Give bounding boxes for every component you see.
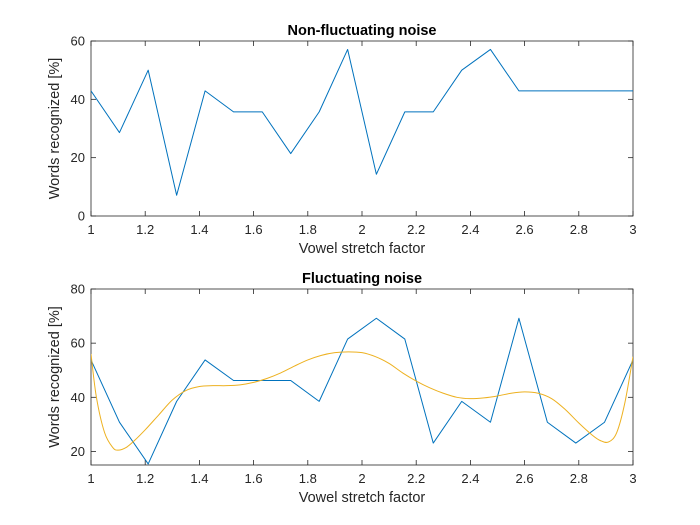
bottom-chart-xlabel: Vowel stretch factor: [299, 490, 426, 506]
bottom-chart-xtick-label: 1.6: [245, 471, 263, 486]
bottom-chart-fitted-curve: [91, 351, 633, 451]
bottom-chart-xtick-label: 1.4: [190, 471, 208, 486]
top-chart-panel: 1 1.2 1.4 1.6 1.8 2 2.2 2.4 2.6 2.8 3 0 20 40 60 Non-fl…: [47, 23, 637, 257]
bottom-chart-ytick-label: 80: [71, 282, 85, 297]
top-chart-xtick-label: 1.6: [245, 222, 263, 237]
bottom-chart-ytick-label: 60: [71, 336, 85, 351]
bottom-chart-ytick-label: 40: [71, 390, 85, 405]
top-chart-xtick-label: 3: [629, 222, 636, 237]
top-chart-xtick-label: 1: [87, 222, 94, 237]
top-chart-ytick-label: 40: [71, 92, 85, 107]
top-chart-xtick-label: 1.4: [190, 222, 208, 237]
bottom-chart-axes-box: [90, 288, 634, 466]
top-chart-xtick-label: 2.6: [516, 222, 534, 237]
top-chart-ytick-label: 0: [78, 209, 85, 224]
top-chart-xtick-label: 2: [358, 222, 365, 237]
bottom-chart-xtick-label: 1.8: [299, 471, 317, 486]
top-chart-xtick-label: 2.2: [407, 222, 425, 237]
bottom-chart-title: Fluctuating noise: [302, 271, 422, 287]
bottom-chart-xtick-label: 2.6: [516, 471, 534, 486]
bottom-chart-panel: 1 1.2 1.4 1.6 1.8 2 2.2 2.4 2.6 2.8 3 20 40 60 80 Fluct…: [47, 271, 637, 506]
bottom-chart-xtick-label: 2: [358, 471, 365, 486]
top-chart-ylabel: Words recognized [%]: [47, 58, 63, 200]
top-chart-xtick-label: 1.2: [136, 222, 154, 237]
top-chart-xtick-label: 1.8: [299, 222, 317, 237]
top-chart-xtick-label: 2.8: [570, 222, 588, 237]
top-chart-title: Non-fluctuating noise: [287, 23, 436, 39]
bottom-chart-xtick-label: 2.2: [407, 471, 425, 486]
top-chart-data-line: [91, 48, 633, 196]
top-chart-xtick-label: 2.4: [461, 222, 479, 237]
bottom-chart-xtick-label: 1: [87, 471, 94, 486]
bottom-chart-ytick-label: 20: [71, 444, 85, 459]
bottom-chart-ylabel: Words recognized [%]: [47, 306, 63, 448]
top-chart-xlabel: Vowel stretch factor: [299, 241, 426, 257]
bottom-chart-xtick-label: 2.8: [570, 471, 588, 486]
bottom-chart-xtick-label: 1.2: [136, 471, 154, 486]
top-chart-axes-box: [90, 40, 634, 217]
top-chart-ytick-label: 60: [71, 34, 85, 49]
bottom-chart-xtick-label: 2.4: [461, 471, 479, 486]
top-chart-ytick-label: 20: [71, 150, 85, 165]
bottom-chart-xtick-label: 3: [629, 471, 636, 486]
bottom-chart-data-line: [91, 317, 633, 465]
